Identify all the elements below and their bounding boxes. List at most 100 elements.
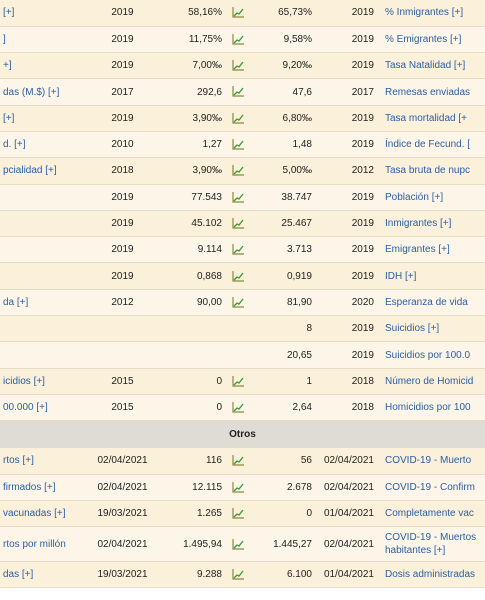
chart-icon-cell[interactable] bbox=[225, 157, 252, 185]
row-label-link[interactable]: [+] bbox=[0, 0, 85, 27]
chart-icon-cell[interactable] bbox=[225, 526, 252, 563]
chart-icon-cell[interactable] bbox=[225, 289, 252, 317]
row-compare-value: 56 bbox=[252, 447, 315, 475]
chart-icon-cell[interactable] bbox=[225, 236, 252, 264]
row-compare-date: 2019 bbox=[315, 315, 377, 343]
row-compare-label-link[interactable]: Tasa bruta de nupc bbox=[377, 157, 485, 185]
row-label-link[interactable]: das [+] bbox=[0, 561, 85, 589]
row-compare-label-link[interactable]: COVID-19 - Muerto bbox=[377, 447, 485, 475]
row-label-link[interactable]: rtos [+] bbox=[0, 447, 85, 475]
row-compare-label-link[interactable]: COVID-19 - Muertos habitantes [+] bbox=[377, 526, 485, 563]
chart-icon-cell[interactable] bbox=[225, 368, 252, 395]
chart-icon-cell[interactable] bbox=[225, 474, 252, 501]
chart-icon-cell[interactable] bbox=[225, 394, 252, 422]
row-label-link[interactable] bbox=[0, 210, 85, 238]
row-compare-label-link[interactable]: Inmigrantes [+] bbox=[377, 210, 485, 238]
row-label-link[interactable] bbox=[0, 262, 85, 290]
row-label-link[interactable]: d. [+] bbox=[0, 131, 85, 159]
row-label-link[interactable]: firmados [+] bbox=[0, 474, 85, 501]
row-label-link[interactable] bbox=[0, 341, 85, 369]
row-label-link[interactable]: da [+] bbox=[0, 289, 85, 317]
chart-icon[interactable] bbox=[232, 569, 245, 580]
row-value: 45.102 bbox=[160, 210, 225, 238]
chart-icon[interactable] bbox=[232, 296, 245, 308]
chart-icon[interactable] bbox=[232, 538, 245, 550]
chart-icon-cell[interactable] bbox=[225, 0, 252, 27]
row-label-link[interactable]: +] bbox=[0, 52, 85, 80]
chart-icon[interactable] bbox=[232, 244, 245, 255]
row-compare-label-link[interactable]: % Inmigrantes [+] bbox=[377, 0, 485, 27]
chart-icon[interactable] bbox=[232, 217, 245, 229]
row-label-link[interactable] bbox=[0, 315, 85, 343]
row-compare-label-link[interactable]: Completamente vac bbox=[377, 500, 485, 528]
chart-icon-cell[interactable] bbox=[225, 78, 252, 106]
row-compare-label-link[interactable]: IDH [+] bbox=[377, 262, 485, 290]
chart-icon-cell[interactable] bbox=[225, 447, 252, 475]
chart-icon[interactable] bbox=[232, 191, 245, 203]
row-compare-label-link[interactable]: % Emigrantes [+] bbox=[377, 26, 485, 54]
row-label-link[interactable]: icidios [+] bbox=[0, 368, 85, 395]
table-row: rtos por millón 02/04/2021 1.495,94 1.445,2… bbox=[0, 526, 485, 563]
row-label-link[interactable]: das (M.$) [+] bbox=[0, 78, 85, 106]
chart-icon-cell[interactable] bbox=[225, 262, 252, 290]
row-compare-value: 1.445,27 bbox=[252, 526, 315, 563]
row-label-link[interactable]: vacunadas [+] bbox=[0, 500, 85, 528]
row-date: 2010 bbox=[85, 131, 160, 159]
chart-icon-cell[interactable] bbox=[225, 561, 252, 589]
row-compare-label-link[interactable]: Tasa Natalidad [+] bbox=[377, 52, 485, 80]
chart-icon-cell[interactable] bbox=[225, 131, 252, 159]
row-label-link[interactable]: pcialidad [+] bbox=[0, 157, 85, 185]
row-label-link[interactable] bbox=[0, 236, 85, 264]
row-compare-value: 25.467 bbox=[252, 210, 315, 238]
chart-icon[interactable] bbox=[232, 165, 245, 176]
row-compare-label-link[interactable]: Suicidios [+] bbox=[377, 315, 485, 343]
row-compare-label-link[interactable]: Homicidios por 100 bbox=[377, 394, 485, 422]
chart-icon[interactable] bbox=[232, 7, 245, 18]
row-compare-label-link[interactable]: Esperanza de vida bbox=[377, 289, 485, 317]
chart-icon[interactable] bbox=[232, 60, 245, 71]
row-label-link[interactable] bbox=[0, 184, 85, 211]
row-compare-value: 20,65 bbox=[252, 341, 315, 369]
section-otros: Otros bbox=[0, 420, 485, 449]
chart-icon[interactable] bbox=[232, 33, 245, 45]
table-row: icidios [+] 2015 0 1 2018 Número de Homicid bbox=[0, 368, 485, 395]
row-label-link[interactable]: [+] bbox=[0, 105, 85, 132]
chart-icon-cell[interactable] bbox=[225, 105, 252, 132]
row-compare-label-link[interactable]: Suicidios por 100.0 bbox=[377, 341, 485, 369]
row-compare-label-link[interactable]: Población [+] bbox=[377, 184, 485, 211]
row-label-link[interactable]: ] bbox=[0, 26, 85, 54]
chart-icon-cell[interactable] bbox=[225, 26, 252, 54]
chart-icon[interactable] bbox=[232, 402, 245, 413]
row-value: 11,75% bbox=[160, 26, 225, 54]
table-row: 20,65 2019 Suicidios por 100.0 bbox=[0, 341, 485, 369]
row-value: 90,00 bbox=[160, 289, 225, 317]
row-compare-label-link[interactable]: Remesas enviadas bbox=[377, 78, 485, 106]
row-compare-label-link[interactable]: COVID-19 - Confirm bbox=[377, 474, 485, 501]
chart-icon[interactable] bbox=[232, 139, 245, 150]
row-compare-label-link[interactable]: Número de Homicid bbox=[377, 368, 485, 395]
chart-icon-cell[interactable] bbox=[225, 500, 252, 528]
chart-icon[interactable] bbox=[232, 481, 245, 493]
table-row: 2019 9.114 3.713 2019 Emigrantes [+] bbox=[0, 236, 485, 264]
row-label-link[interactable]: 00.000 [+] bbox=[0, 394, 85, 422]
chart-icon-cell[interactable] bbox=[225, 210, 252, 238]
chart-icon[interactable] bbox=[232, 507, 245, 519]
chart-icon[interactable] bbox=[232, 270, 245, 282]
row-compare-label-link[interactable]: Índice de Fecund. [ bbox=[377, 131, 485, 159]
row-compare-label-link[interactable]: Tasa mortalidad [+ bbox=[377, 105, 485, 132]
row-label-link[interactable]: rtos por millón bbox=[0, 526, 85, 563]
chart-icon[interactable] bbox=[232, 86, 245, 98]
chart-icon[interactable] bbox=[232, 112, 245, 124]
row-compare-label-link[interactable]: Emigrantes [+] bbox=[377, 236, 485, 264]
row-compare-label-link[interactable]: Dosis administradas bbox=[377, 561, 485, 589]
chart-icon[interactable] bbox=[232, 375, 245, 387]
row-compare-value: 8 bbox=[252, 315, 315, 343]
row-compare-date: 2019 bbox=[315, 0, 377, 27]
row-date bbox=[85, 341, 160, 369]
chart-icon-cell[interactable] bbox=[225, 184, 252, 211]
chart-icon[interactable] bbox=[232, 455, 245, 466]
row-compare-date: 2012 bbox=[315, 157, 377, 185]
row-compare-value: 47,6 bbox=[252, 78, 315, 106]
row-compare-date: 02/04/2021 bbox=[315, 447, 377, 475]
chart-icon-cell[interactable] bbox=[225, 52, 252, 80]
